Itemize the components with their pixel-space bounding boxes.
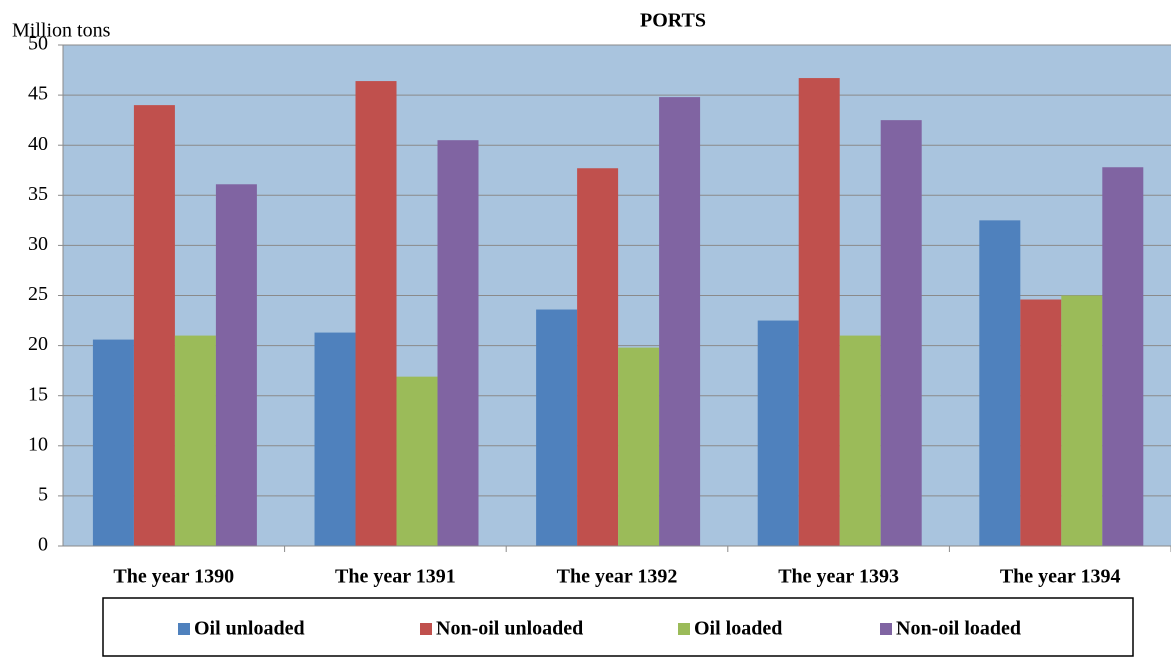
y-tick-label: 0 bbox=[38, 534, 48, 556]
bar bbox=[215, 184, 257, 546]
bar bbox=[437, 140, 479, 546]
legend-label: Oil unloaded bbox=[194, 618, 305, 640]
bar bbox=[757, 320, 799, 546]
legend-swatch bbox=[420, 623, 432, 635]
bar bbox=[92, 339, 134, 546]
y-tick-label: 15 bbox=[28, 383, 48, 405]
legend-label: Non-oil unloaded bbox=[436, 618, 583, 640]
bar bbox=[618, 347, 660, 546]
bar bbox=[355, 81, 397, 547]
y-tick-label: 45 bbox=[28, 83, 48, 105]
bar bbox=[396, 376, 438, 546]
y-tick-label: 25 bbox=[28, 283, 48, 305]
legend-swatch bbox=[880, 623, 892, 635]
x-tick-label: The year 1393 bbox=[778, 566, 899, 588]
x-tick-label: The year 1394 bbox=[1000, 566, 1121, 588]
bar bbox=[577, 168, 619, 546]
chart-title: PORTS bbox=[640, 10, 706, 32]
bar bbox=[133, 105, 175, 547]
bar bbox=[979, 220, 1021, 546]
y-tick-label: 10 bbox=[28, 433, 48, 455]
y-tick-label: 20 bbox=[28, 333, 48, 355]
y-tick-label: 40 bbox=[28, 133, 48, 155]
bar bbox=[174, 335, 216, 546]
legend-box bbox=[102, 597, 1134, 657]
bar bbox=[536, 309, 578, 546]
bar bbox=[1020, 299, 1062, 546]
legend-swatch bbox=[678, 623, 690, 635]
y-axis-label: Million tons bbox=[12, 20, 111, 42]
x-tick-label: The year 1392 bbox=[557, 566, 678, 588]
legend-label: Oil loaded bbox=[694, 618, 782, 640]
bar bbox=[659, 97, 701, 546]
legend-swatch bbox=[178, 623, 190, 635]
legend-label: Non-oil loaded bbox=[896, 618, 1021, 640]
y-tick-label: 35 bbox=[28, 183, 48, 205]
bar bbox=[839, 335, 881, 546]
bar bbox=[314, 332, 356, 546]
bar bbox=[880, 120, 922, 547]
bar bbox=[1102, 167, 1144, 546]
x-tick-label: The year 1390 bbox=[113, 566, 234, 588]
x-tick-label: The year 1391 bbox=[335, 566, 456, 588]
y-tick-label: 50 bbox=[28, 33, 48, 55]
y-tick-label: 5 bbox=[38, 483, 48, 505]
bar bbox=[1061, 295, 1103, 546]
y-tick-label: 30 bbox=[28, 233, 48, 255]
bar bbox=[798, 78, 840, 546]
